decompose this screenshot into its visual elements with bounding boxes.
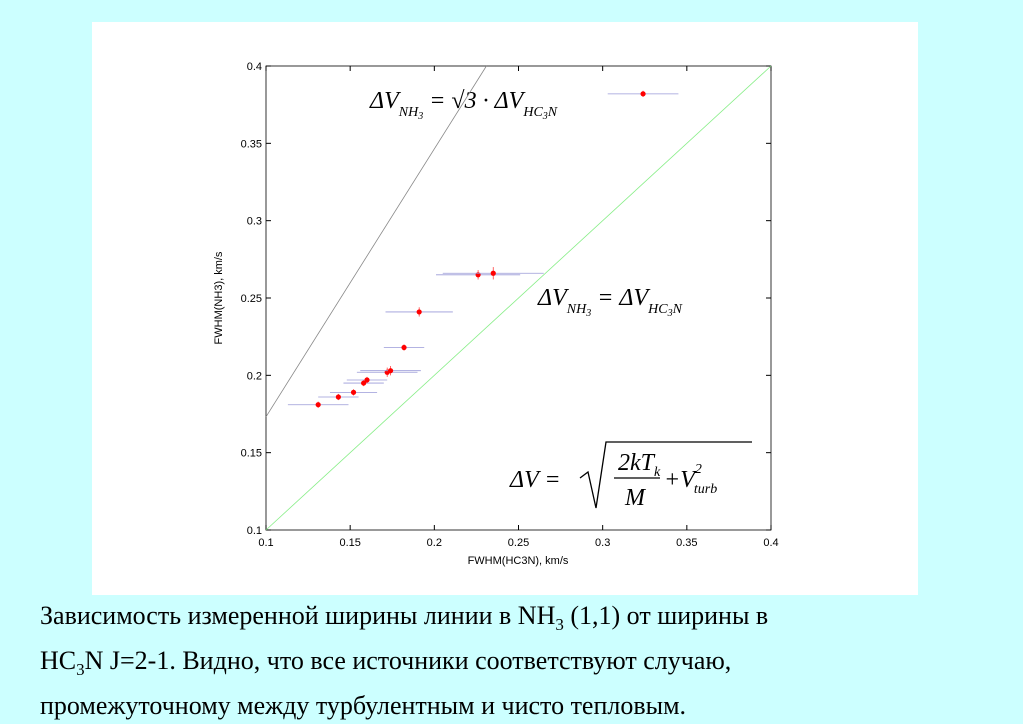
x-tick-label: 0.15 [339,537,360,549]
x-axis-label: FWHM(HC3N), km/s [468,555,569,567]
formula-part: 3 [542,111,548,122]
x-tick-label: 0.2 [427,537,442,549]
y-tick-label: 0.25 [241,293,262,305]
point [364,377,370,383]
caption-text: HC [40,646,77,676]
point [387,368,394,374]
formula-part: = ΔV [591,285,650,311]
point [315,402,321,408]
caption-text: 3 [555,615,564,635]
formula: +V2 turb [664,462,717,497]
formula-part: HC [647,302,668,317]
y-tick-label: 0.15 [241,448,262,460]
formula: ΔV = [509,467,561,493]
caption-text: промежуточному между турбулентным и чист… [40,691,687,721]
point [401,344,407,351]
formula-part: 3 [417,111,423,122]
formula-part: N [547,105,558,120]
y-axis-label: FWHM(NH3), km/s [213,251,225,344]
formula-part: NH [398,105,419,120]
point [640,91,646,97]
x-tick-label: 0.1 [258,537,273,549]
y-tick-label: 0.1 [247,525,262,537]
chart-panel [92,22,918,595]
chart: FWHM(HC3N), km/s FWHM(NH3), km/s ΔVNH3 =… [213,61,779,567]
x-tick-label: 0.4 [763,537,778,549]
point [490,270,496,276]
point [416,309,422,315]
caption-text: (1,1) от ширины в [563,601,769,630]
formula: 2kTk [618,450,661,480]
formula: M [624,485,647,511]
x-tick-label: 0.25 [508,537,529,549]
y-tick-label: 0.2 [247,370,262,382]
formula-part: HC [522,105,543,120]
caption-text: N J=2-1. Видно, что все источники соотве… [84,646,732,676]
x-tick-label: 0.35 [676,537,697,549]
y-tick-label: 0.3 [247,216,262,228]
caption-text: Зависимость измеренной ширины линии в NH [40,601,556,630]
formula-part: N [672,302,683,317]
point [361,380,367,386]
x-tick-label: 0.3 [595,537,610,549]
formula-part: 3 [667,308,673,319]
formula-part: ΔV [537,285,569,311]
formula-part: ΔV [369,88,401,114]
sqrt-sign [579,441,752,509]
formula-part: NH [566,302,587,317]
point [335,394,341,400]
reference-line [265,65,772,531]
slide: FWHM(HC3N), km/s FWHM(NH3), km/s ΔVNH3 =… [40,22,918,721]
formula-part: = √3 · ΔV [423,88,525,114]
y-tick-label: 0.4 [247,61,262,73]
point [350,389,357,395]
formula: ΔVNH3 = ΔVHC3N [537,285,683,319]
caption: Зависимость измеренной ширины линии в NH… [40,598,768,724]
formula: ΔVNH3 = √3 · ΔVHC3N [369,88,558,122]
formula-part: +V [664,467,697,493]
formula-part: k [654,465,661,480]
formula-part: turb [694,482,717,497]
caption-text: 3 [76,660,85,680]
formula-part: 2kT [618,450,656,476]
formula-part: 3 [585,308,591,319]
reference-line [265,65,487,417]
y-tick-label: 0.35 [241,138,262,150]
formula-part: 2 [695,462,702,477]
